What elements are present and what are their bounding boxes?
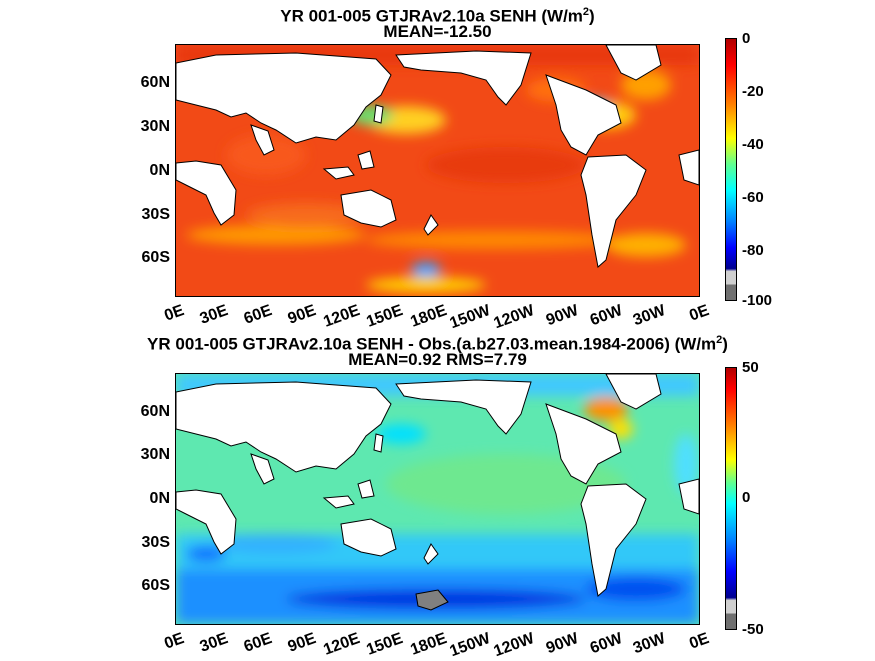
panel2-xtick: 60W <box>587 630 625 658</box>
panel2-xtick: 0E <box>162 630 187 653</box>
panel2-cbtick: -50 <box>742 621 764 638</box>
panel2-ytick: 30S <box>141 534 170 551</box>
panel1-xtick: 90E <box>285 302 319 328</box>
panel2-xtick: 90W <box>543 630 581 658</box>
panel1-land <box>176 45 699 268</box>
panel2-xtick: 0E <box>687 630 712 653</box>
panel1-xtick: 30E <box>197 302 231 328</box>
panel2-cbtick: 0 <box>742 489 751 506</box>
panel1-ytick: 30S <box>141 206 170 223</box>
panel1-ytick: 30N <box>140 118 170 135</box>
panel1-map <box>175 44 700 297</box>
panel1-cbtick: -40 <box>742 136 764 153</box>
panel2-xtick: 120E <box>320 630 362 659</box>
panel1-xtick: 150W <box>447 302 494 333</box>
panel1-ytick: 60S <box>141 249 170 266</box>
panel1-cbtick: -100 <box>742 292 773 309</box>
panel1-subtitle: MEAN=-12.50 <box>383 22 492 41</box>
panel2-xtick: 90E <box>285 630 319 656</box>
panel2-title: YR 001-005 GTJRAv2.10a SENH - Obs.(a.b27… <box>147 334 728 354</box>
panel2-ytick: 60S <box>141 577 170 594</box>
panel1-title: YR 001-005 GTJRAv2.10a SENH (W/m2) <box>280 6 595 26</box>
panel1-xtick: 30W <box>631 302 669 330</box>
panel1-cbtick: -60 <box>742 189 764 206</box>
panel2-xtick: 150E <box>364 630 406 659</box>
panel1-xtick: 90W <box>543 302 581 330</box>
panel2-xtick: 180E <box>408 630 450 659</box>
panel1-map-svg <box>176 45 699 296</box>
panel2-cbtick: 50 <box>742 359 759 376</box>
panel1-cbtick: -80 <box>742 242 764 259</box>
panel2-ytick: 60N <box>140 403 170 420</box>
panel2-map-svg <box>176 374 699 624</box>
panel1-ytick: 0N <box>149 162 170 179</box>
panel1-xtick: 180E <box>408 302 450 331</box>
panel2-xtick: 60E <box>241 630 275 656</box>
panel2-xtick: 30W <box>631 630 669 658</box>
panel1-xtick: 0E <box>687 302 712 325</box>
panel1-colorbar <box>725 38 737 301</box>
panel2-xtick: 30E <box>197 630 231 656</box>
panel2-ytick: 30N <box>140 446 170 463</box>
panel1-xtick: 150E <box>364 302 406 331</box>
panel1-xtick: 120E <box>320 302 362 331</box>
panel1-xtick: 60E <box>241 302 275 328</box>
panel2-land <box>176 374 699 597</box>
panel1-cbtick: -20 <box>742 83 764 100</box>
panel2-subtitle: MEAN=0.92 RMS=7.79 <box>348 350 527 369</box>
panel1-cbtick: 0 <box>742 30 751 47</box>
panel2-map <box>175 373 700 625</box>
panel1-xtick: 60W <box>587 302 625 330</box>
panel2-missing-patch <box>415 589 449 611</box>
panel2-xtick: 120W <box>491 630 537 661</box>
panel2-colorbar <box>725 367 737 630</box>
panel2-xtick: 150W <box>447 630 494 661</box>
panel2-ytick: 0N <box>149 490 170 507</box>
panel1-xtick: 0E <box>162 302 187 325</box>
panel1-ytick: 60N <box>140 74 170 91</box>
panel1-xtick: 120W <box>491 302 537 333</box>
